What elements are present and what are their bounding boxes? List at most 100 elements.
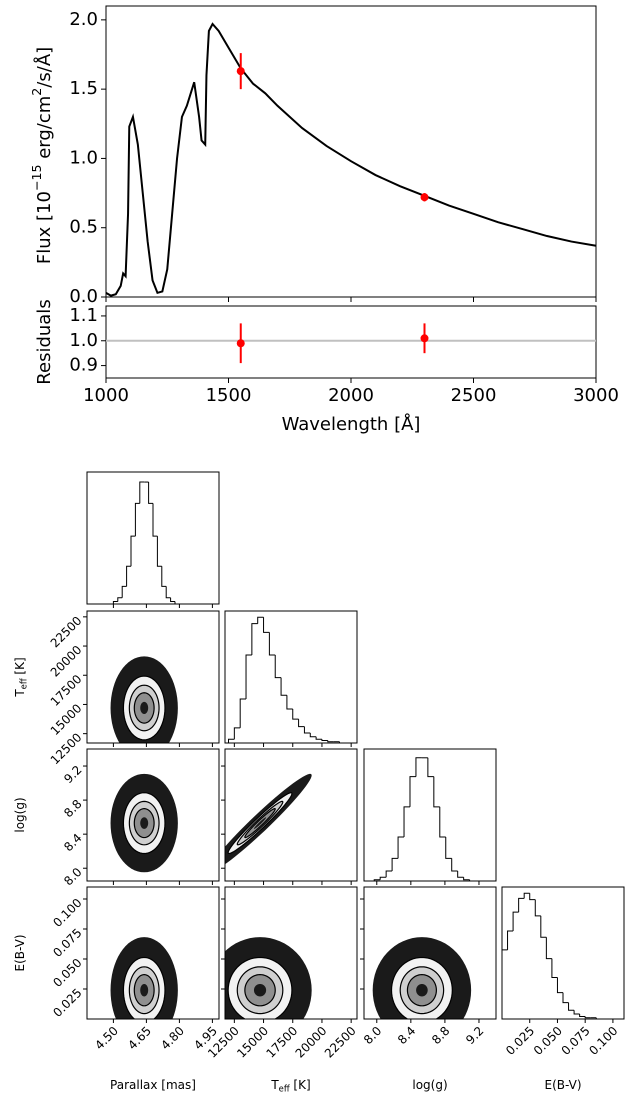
label-part: Parallax [mas] [110, 1078, 196, 1092]
y-tick-label: 0.025 [50, 986, 84, 1020]
histogram-bin [463, 877, 470, 881]
label-sup: 2 [28, 88, 43, 96]
histogram-bin [280, 677, 287, 696]
data-point [420, 334, 429, 343]
histogram-bin [139, 481, 145, 504]
y-tick-label: 1.0 [69, 330, 98, 351]
histogram-bin [134, 502, 140, 537]
histogram-bin [579, 1013, 586, 1017]
histogram-bin [562, 992, 569, 1004]
label-part: E(B-V) [544, 1078, 581, 1092]
x-tick-label: 9.2 [463, 1024, 486, 1047]
histogram-bin [433, 776, 440, 808]
histogram-bin [239, 698, 247, 728]
y-tick-label: 12500 [48, 730, 85, 767]
x-tick-label: 0.050 [531, 1024, 565, 1058]
histogram-bin [130, 535, 136, 567]
plot-frame [105, 305, 597, 379]
density-panel [110, 773, 178, 873]
histogram-bin [298, 719, 305, 728]
y-tick-label: 0.5 [69, 217, 98, 238]
label-sup: −15 [28, 165, 43, 192]
y-tick-label: 20000 [48, 643, 85, 680]
label-part: log(g) [412, 1078, 447, 1092]
histogram-bin [170, 597, 175, 602]
y-tick-label: 8.0 [61, 865, 84, 888]
x-tick-label: 17500 [263, 1024, 300, 1061]
histogram-bin [551, 958, 558, 979]
label-part: E(B-V) [13, 934, 27, 971]
x-axis-label: log(g) [412, 1078, 447, 1092]
histogram-bin [427, 757, 434, 778]
x-tick-label: 3000 [573, 385, 619, 406]
panel-frame [224, 886, 358, 1020]
histogram-bin [534, 899, 541, 917]
panel-frame [363, 748, 497, 882]
panel-frame [224, 748, 358, 882]
panel-frame [86, 886, 220, 1020]
histogram-bin [523, 892, 530, 899]
histogram-bin [268, 632, 276, 656]
histogram-bin [286, 695, 293, 710]
y-tick-label: 0.050 [50, 956, 84, 990]
y-tick-label: 2.0 [69, 9, 98, 30]
histogram-bin [257, 616, 264, 624]
x-tick-label: 4.65 [125, 1024, 154, 1053]
data-point [236, 339, 245, 348]
histogram-bin [556, 977, 563, 994]
x-axis-label: Parallax [mas] [110, 1078, 196, 1092]
x-axis-label: Wavelength [Å] [282, 413, 421, 435]
histogram-bin [161, 566, 167, 587]
histogram-bin [573, 1010, 580, 1015]
panel-frame [363, 886, 497, 1020]
panel-frame [86, 748, 220, 882]
histogram-bin [228, 738, 235, 743]
y-tick-label: 0.075 [50, 926, 84, 960]
density-contour [253, 983, 267, 997]
histogram-bin [512, 911, 519, 931]
x-tick-label: 0.025 [503, 1024, 537, 1058]
x-tick-label: 20000 [293, 1024, 330, 1061]
y-tick-label: 8.4 [61, 831, 84, 854]
y-tick-label: 0.100 [50, 896, 84, 930]
label-part: Flux [10 [34, 191, 55, 264]
histogram-bin [117, 597, 123, 602]
density-contour [253, 817, 267, 829]
x-tick-label: 1000 [83, 385, 129, 406]
x-tick-label: 0.100 [586, 1024, 620, 1058]
density-panel [225, 773, 312, 865]
label-part: log(g) [13, 797, 27, 832]
histogram-bin [315, 736, 322, 740]
histogram-bin [165, 586, 171, 599]
density-panel [225, 937, 312, 1019]
label-part: /s/Å] [33, 47, 55, 88]
histogram-bin [263, 617, 270, 633]
histogram-bin [292, 709, 299, 720]
y-tick-label: 9.2 [61, 763, 84, 786]
histogram-bin [545, 937, 552, 960]
panel-frame [86, 610, 220, 744]
histogram-bin [540, 915, 547, 938]
histogram-bin [245, 654, 252, 699]
histogram-bin [309, 732, 317, 738]
label-part: [K] [290, 1078, 311, 1092]
label-part: erg/cm [34, 96, 55, 165]
x-tick-label: 0.075 [559, 1024, 593, 1058]
label-sub: eff [279, 1083, 290, 1093]
histogram-bin [148, 482, 153, 504]
model-line [105, 22, 597, 297]
y-tick-label: 1.1 [69, 305, 98, 326]
histogram-bin [568, 1002, 575, 1011]
histogram-bin [303, 726, 311, 734]
data-point [236, 67, 245, 76]
histogram-bin [385, 870, 393, 878]
histogram-bin [126, 565, 131, 587]
histogram-bin [529, 893, 536, 901]
label-part: T [13, 689, 27, 698]
y-tick-label: 15000 [48, 701, 85, 738]
panel-frame [501, 886, 625, 1020]
y-tick-label: 17500 [48, 672, 85, 709]
x-tick-label: 2000 [328, 385, 374, 406]
label-part: [K] [13, 657, 27, 678]
